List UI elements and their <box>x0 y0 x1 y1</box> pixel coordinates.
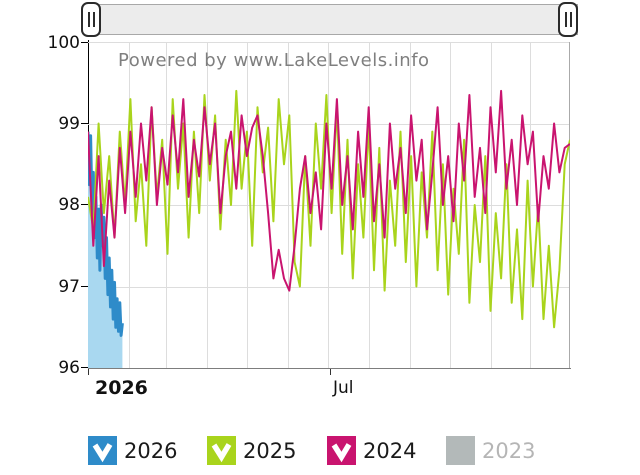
legend-label: 2024 <box>363 438 417 463</box>
y-tick <box>81 286 88 287</box>
y-axis-label-99: 99 <box>58 114 80 134</box>
chart-canvas[interactable] <box>88 42 570 368</box>
series-line-2024[interactable] <box>88 89 570 292</box>
checkbox-checked-icon <box>327 436 356 465</box>
grip-icon <box>87 12 90 27</box>
grip-icon <box>92 12 95 27</box>
watermark-text: Powered by www.LakeLevels.info <box>118 50 430 71</box>
x-axis-label-year: 2026 <box>95 377 148 399</box>
checkbox-checked-icon <box>207 436 236 465</box>
checkbox-unchecked-icon <box>446 436 475 465</box>
range-slider-right-handle[interactable] <box>558 2 578 37</box>
checkbox-checked-icon <box>88 436 117 465</box>
legend-label: 2026 <box>124 438 178 463</box>
legend-item-2025[interactable]: 2025 <box>207 436 296 465</box>
legend-item-2023[interactable]: 2023 <box>446 436 535 465</box>
y-tick <box>81 367 88 368</box>
y-tick <box>81 204 88 205</box>
range-slider-left-handle[interactable] <box>81 2 101 37</box>
y-tick <box>81 42 88 43</box>
series-line-2026[interactable] <box>88 131 124 337</box>
y-axis-label-97: 97 <box>58 277 80 297</box>
legend-item-2024[interactable]: 2024 <box>327 436 416 465</box>
legend-label: 2023 <box>482 438 536 463</box>
y-axis-label-98: 98 <box>58 195 80 215</box>
range-slider-track[interactable] <box>86 4 578 35</box>
x-tick-jan <box>88 369 89 375</box>
plot-area[interactable] <box>88 42 570 368</box>
legend-item-2026[interactable]: 2026 <box>88 436 177 465</box>
y-axis-label-96: 96 <box>58 358 80 378</box>
y-tick <box>81 123 88 124</box>
legend-label: 2025 <box>243 438 297 463</box>
x-axis-line <box>88 368 571 369</box>
grip-icon <box>569 12 572 27</box>
x-axis-label-jul: Jul <box>333 378 354 398</box>
grip-icon <box>564 12 567 27</box>
x-tick-jul <box>330 369 331 375</box>
y-axis-label-100: 100 <box>47 33 80 53</box>
